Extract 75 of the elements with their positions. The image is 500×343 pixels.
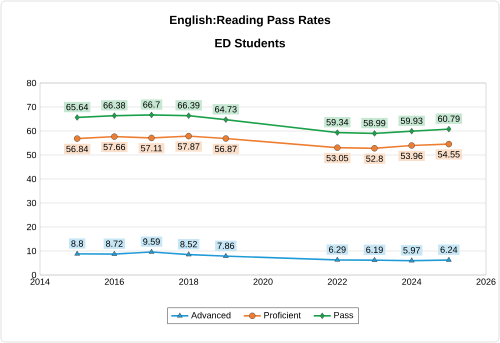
- legend-label: Pass: [334, 312, 354, 318]
- data-label: 5.97: [403, 247, 420, 254]
- data-label: 66.38: [104, 102, 126, 108]
- data-label: 60.79: [438, 116, 460, 122]
- chart-subtitle: ED Students: [215, 38, 286, 48]
- point: [372, 256, 378, 262]
- data-label: 56.87: [214, 146, 237, 152]
- point: [371, 145, 378, 152]
- data-label: 57.87: [178, 143, 200, 150]
- y-tick-label: 40: [26, 176, 36, 182]
- point: [149, 112, 154, 118]
- point: [446, 140, 452, 148]
- point: [446, 126, 452, 132]
- x-tick-label: 2014: [30, 278, 50, 285]
- data-label: 66.7: [143, 101, 160, 108]
- point: [111, 250, 118, 256]
- data-label: 9.59: [143, 238, 160, 245]
- x-tick-label: 2022: [328, 278, 347, 285]
- data-label: 53.05: [326, 154, 348, 162]
- point: [409, 128, 414, 134]
- point: [186, 112, 192, 119]
- data-label: 6.19: [366, 246, 383, 253]
- y-tick-label: 70: [26, 104, 36, 110]
- point: [148, 134, 155, 142]
- data-label: 8.8: [71, 240, 84, 247]
- data-label: 6.29: [329, 246, 346, 253]
- data-label: 7.86: [218, 242, 234, 249]
- data-label: 59.93: [400, 118, 422, 124]
- legend-label: Advanced: [191, 312, 230, 318]
- x-tick-label: 2024: [402, 278, 422, 285]
- legend-label: Proficient: [264, 312, 301, 318]
- y-tick-label: 60: [26, 128, 36, 134]
- x-tick-label: 2018: [179, 278, 198, 285]
- data-label: 56.84: [66, 146, 88, 152]
- point: [186, 251, 192, 256]
- point: [222, 252, 229, 258]
- point: [185, 132, 192, 140]
- point: [408, 142, 415, 149]
- x-tick-label: 2016: [104, 278, 124, 285]
- y-tick-label: 0: [32, 272, 36, 278]
- x-tick-label: 2020: [253, 278, 273, 285]
- point: [112, 112, 117, 119]
- point: [74, 135, 80, 142]
- chart-title: English:Reading Pass Rates: [170, 15, 330, 27]
- point: [446, 256, 452, 262]
- data-label: 8.52: [180, 241, 197, 248]
- x-tick-label: 2026: [476, 278, 496, 285]
- point: [372, 130, 377, 137]
- point: [222, 135, 230, 142]
- data-label: 65.64: [66, 104, 88, 110]
- point: [111, 133, 118, 140]
- y-tick-label: 80: [26, 80, 36, 86]
- data-label: 8.72: [106, 240, 123, 247]
- data-label: 6.24: [440, 246, 458, 253]
- y-tick-label: 50: [26, 152, 36, 158]
- point: [74, 114, 80, 121]
- point: [148, 248, 154, 254]
- y-tick-label: 30: [26, 200, 36, 206]
- data-label: 64.73: [215, 106, 237, 112]
- data-label: 59.34: [326, 119, 348, 126]
- data-label: 52.8: [366, 155, 383, 162]
- data-label: 57.11: [140, 145, 162, 152]
- point: [334, 144, 341, 151]
- point: [74, 250, 80, 256]
- data-label: 66.39: [178, 102, 200, 108]
- data-label: 54.55: [438, 151, 460, 158]
- data-label: 57.66: [103, 144, 126, 150]
- y-tick-label: 10: [27, 248, 36, 254]
- point: [334, 129, 340, 136]
- y-tick-label: 20: [26, 224, 36, 230]
- data-label: 58.99: [364, 120, 386, 126]
- point: [223, 116, 228, 123]
- data-label: 53.96: [400, 152, 422, 160]
- point: [334, 256, 340, 262]
- point: [408, 257, 415, 262]
